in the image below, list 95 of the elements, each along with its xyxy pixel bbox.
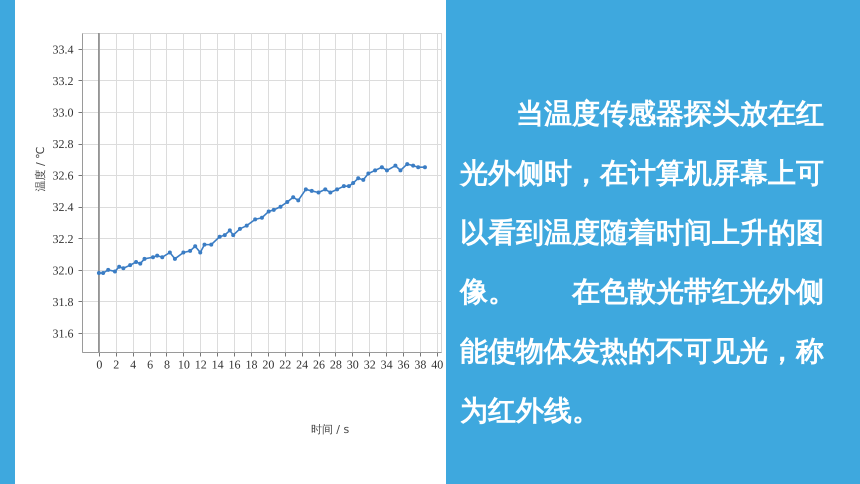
point (172, 256, 177, 261)
point (193, 244, 198, 248)
y-tick-label: 32.4 (52, 200, 74, 214)
x-tick-label: 0 (96, 358, 102, 372)
point (209, 242, 214, 247)
point (121, 266, 126, 270)
point (150, 255, 155, 260)
x-tick-label: 26 (313, 358, 326, 372)
text: 能使物体发热的不可见光，称 (460, 334, 824, 368)
y-tick-label: 31.6 (52, 326, 74, 341)
text: 以看到温度随着时间上升的图 (460, 216, 824, 249)
point (356, 176, 360, 180)
y-tick-label: 32.0 (52, 263, 74, 278)
point (398, 168, 402, 172)
y-tick-label: 32.2 (52, 232, 74, 246)
point (272, 208, 276, 212)
x-tick-label: 4 (130, 358, 136, 372)
x-tick-label: 10 (178, 358, 190, 372)
x-tick-label: 14 (212, 358, 224, 372)
point (380, 165, 384, 170)
point (134, 260, 138, 264)
point (405, 162, 410, 166)
x-tick-label: 6 (147, 358, 154, 372)
text: 当温度传感器探头放在红 (516, 97, 824, 130)
point (228, 228, 232, 232)
point (231, 233, 236, 238)
point (328, 190, 332, 194)
point (112, 269, 117, 274)
point (155, 254, 160, 258)
y-tick-label: 33.0 (52, 105, 74, 120)
point (266, 209, 271, 214)
point (160, 255, 164, 260)
point (222, 233, 227, 238)
point (96, 271, 101, 276)
point (202, 242, 206, 247)
x-tick-label: 20 (262, 358, 274, 372)
point (384, 168, 389, 172)
x-tick-label: 40 (431, 358, 444, 372)
point (411, 164, 416, 168)
y-tick-label: 33.4 (52, 42, 74, 56)
point (416, 165, 420, 170)
point (310, 188, 314, 193)
point (291, 195, 296, 200)
x-tick-label: 24 (296, 358, 308, 372)
point (361, 178, 366, 182)
text: 为红外线。 (460, 394, 600, 427)
point (260, 216, 264, 220)
point (188, 248, 192, 253)
x-tick-label: 36 (397, 358, 410, 372)
point (393, 164, 398, 168)
point (142, 256, 147, 261)
y-tick-label: 32.8 (52, 137, 74, 152)
point (101, 271, 106, 276)
point (346, 184, 351, 188)
y-tick-label: 33.2 (52, 74, 74, 88)
point (128, 263, 132, 268)
x-axis-title: 时间 / s (310, 423, 350, 436)
point (181, 250, 186, 255)
y-axis-title: 温度 / ℃ (34, 146, 47, 192)
x-tick-label: 12 (194, 358, 207, 372)
point (323, 187, 328, 192)
point (316, 190, 321, 194)
point (117, 264, 122, 269)
point (285, 200, 290, 204)
x-tick-label: 28 (330, 358, 342, 372)
x-tick-label: 30 (346, 358, 359, 372)
x-tick-label: 32 (364, 358, 376, 372)
x-tick-label: 8 (164, 358, 170, 372)
point (422, 165, 427, 170)
point (342, 184, 346, 188)
point (351, 181, 356, 186)
point (198, 250, 202, 255)
x-tick-label: 16 (228, 358, 241, 372)
x-tick-label: 18 (245, 358, 258, 372)
point (304, 187, 308, 192)
y-tick-label: 31.8 (52, 294, 74, 309)
point (168, 250, 172, 255)
point (366, 172, 370, 176)
point (244, 224, 249, 228)
y-tick-label: 32.6 (52, 168, 74, 183)
point (138, 262, 142, 266)
point (373, 168, 378, 172)
x-tick-label: 38 (414, 358, 426, 372)
text: 像。 在色散光带红光外侧 (459, 275, 824, 308)
point (218, 234, 222, 239)
x-tick-label: 34 (380, 358, 393, 372)
text: 光外侧时，在计算机屏幕上可 (458, 156, 824, 190)
point (278, 204, 283, 209)
point (296, 198, 300, 202)
point (238, 226, 242, 231)
x-tick-label: 22 (279, 358, 292, 372)
point (335, 187, 340, 192)
x-tick-label: 2 (113, 358, 120, 372)
point (253, 217, 258, 222)
point (106, 268, 110, 272)
